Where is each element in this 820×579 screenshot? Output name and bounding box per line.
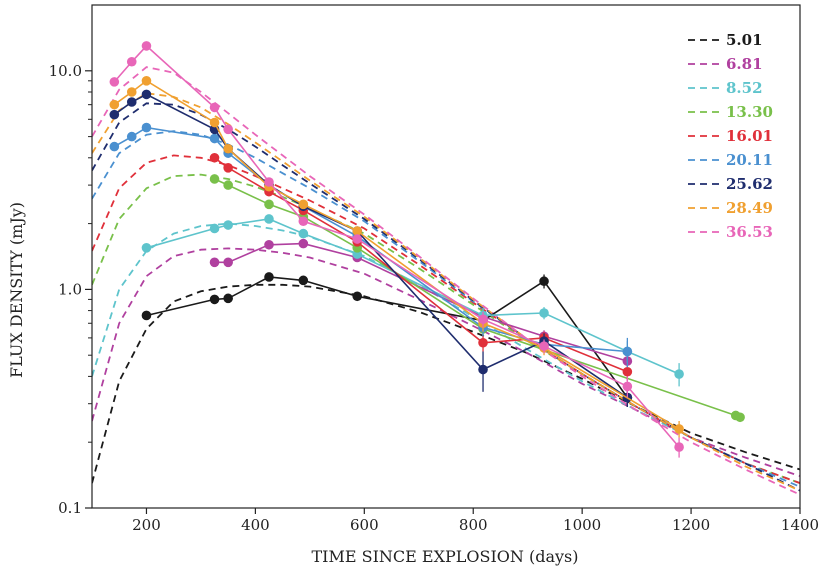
x-tick-label: 400 (241, 516, 270, 534)
y-axis-label: FLUX DENSITY (mJy) (7, 202, 26, 378)
data-point (209, 102, 220, 113)
data-point (298, 275, 309, 286)
model-curve-0 (92, 283, 800, 484)
data-point (141, 76, 152, 86)
data-point (478, 314, 488, 325)
legend-label-2: 8.52 (726, 79, 763, 97)
x-tick-label: 1200 (672, 516, 710, 534)
data-point (674, 369, 684, 379)
legend-label-4: 16.01 (726, 127, 773, 145)
data-point (209, 174, 220, 184)
data-point (223, 162, 233, 173)
data-point (126, 131, 137, 142)
data-point (539, 276, 549, 287)
y-tick-label: 1.0 (58, 280, 82, 298)
data-point (674, 424, 684, 434)
model-curve-8 (92, 66, 800, 496)
data-point (109, 77, 120, 87)
data-point (539, 341, 549, 351)
data-point (209, 294, 220, 305)
legend-label-8: 36.53 (726, 223, 773, 241)
axes: 200 400 600 800 1000 1200 1400 0.1 1.0 10.0 (49, 4, 819, 534)
y-tick-label: 0.1 (58, 499, 82, 517)
data-point (264, 177, 274, 187)
data-point (298, 199, 309, 210)
data-point (223, 124, 233, 135)
legend-label-3: 13.30 (726, 103, 773, 121)
series-line-4 (214, 157, 628, 373)
x-tick-label: 200 (132, 516, 161, 534)
data-point (298, 216, 309, 227)
y-tick-label: 10.0 (49, 62, 82, 80)
data-point (264, 214, 274, 224)
series-line-2 (146, 218, 680, 375)
data-point (209, 152, 220, 163)
data-point (209, 223, 220, 234)
series-line-3 (214, 178, 741, 419)
model-curve-4 (92, 154, 800, 484)
model-curve-7 (92, 92, 800, 492)
series-line-5 (113, 126, 628, 353)
data-point (141, 122, 152, 133)
data-point (126, 87, 137, 97)
series-line-0 (146, 276, 629, 399)
data-point (223, 257, 233, 268)
data-point (141, 41, 152, 51)
series-line-7 (113, 79, 680, 430)
data-point (141, 89, 152, 100)
data-point (622, 346, 633, 357)
data-point (622, 381, 633, 392)
legend-label-5: 20.11 (726, 151, 773, 169)
data-point (622, 366, 633, 377)
data-point (264, 199, 274, 210)
data-point (478, 364, 488, 375)
data-point (223, 180, 233, 190)
x-tick-label: 800 (459, 516, 488, 534)
x-tick-label: 1400 (781, 516, 819, 534)
data-point (223, 293, 233, 304)
plot-frame (91, 4, 801, 509)
data-point (126, 56, 137, 67)
data-point (352, 234, 363, 244)
data-point (209, 133, 220, 144)
legend-label-6: 25.62 (726, 175, 773, 193)
data-point (209, 117, 220, 128)
x-tick-label: 600 (350, 516, 379, 534)
data-point (735, 412, 745, 423)
series-line-1 (214, 242, 628, 362)
data-point (264, 272, 274, 282)
data-point (352, 226, 363, 236)
data-point (109, 99, 120, 110)
data-point (109, 109, 120, 120)
legend-label-0: 5.01 (726, 31, 763, 49)
x-tick-label: 1000 (563, 516, 601, 534)
data-point (223, 220, 233, 230)
data-point (352, 291, 363, 302)
legend-label-1: 6.81 (726, 55, 763, 73)
plot-area (92, 41, 800, 496)
legend: 5.01 6.81 8.52 13.30 16.01 20.11 25.62 28.49 36.… (688, 31, 773, 241)
data-point (223, 143, 233, 154)
x-axis-label: TIME SINCE EXPLOSION (days) (311, 547, 578, 566)
model-curve-6 (92, 102, 800, 492)
data-point (674, 442, 684, 452)
data-point (109, 141, 120, 152)
data-point (539, 308, 549, 318)
data-point (478, 337, 488, 348)
data-point (141, 242, 152, 253)
data-point (141, 310, 152, 321)
legend-label-7: 28.49 (726, 199, 773, 217)
data-point (209, 257, 220, 268)
data-point (298, 238, 309, 249)
data-point (264, 239, 274, 250)
data-point (298, 228, 309, 239)
data-point (126, 97, 137, 107)
